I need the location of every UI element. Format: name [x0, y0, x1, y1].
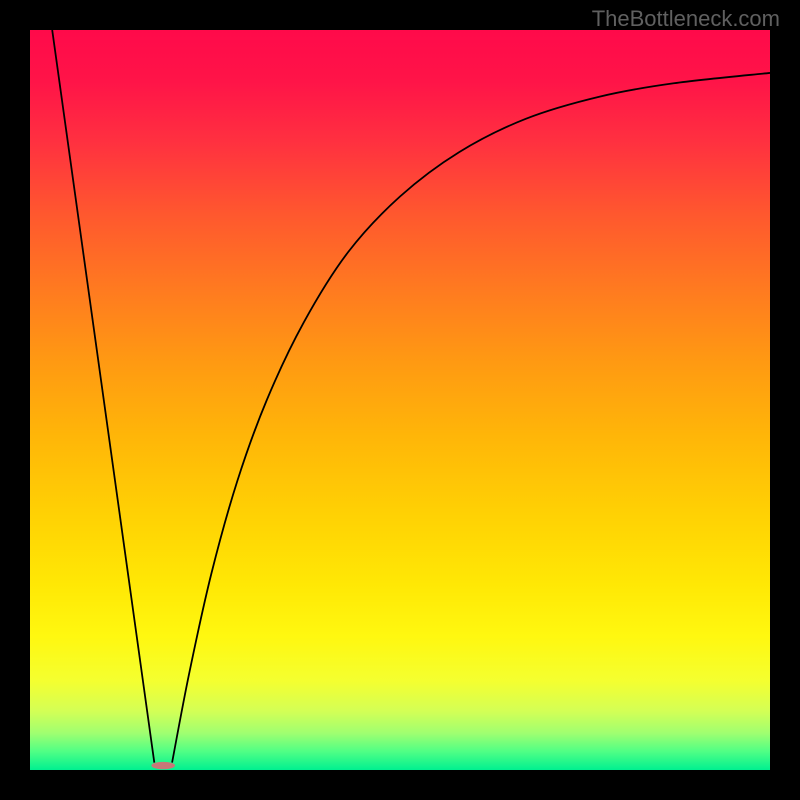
curve-minimum-marker	[151, 762, 175, 769]
curve-left-branch	[52, 30, 154, 763]
curve-right-branch	[172, 73, 770, 763]
plot-area	[30, 30, 770, 770]
watermark-text: TheBottleneck.com	[592, 6, 780, 32]
bottleneck-curve	[30, 30, 770, 770]
